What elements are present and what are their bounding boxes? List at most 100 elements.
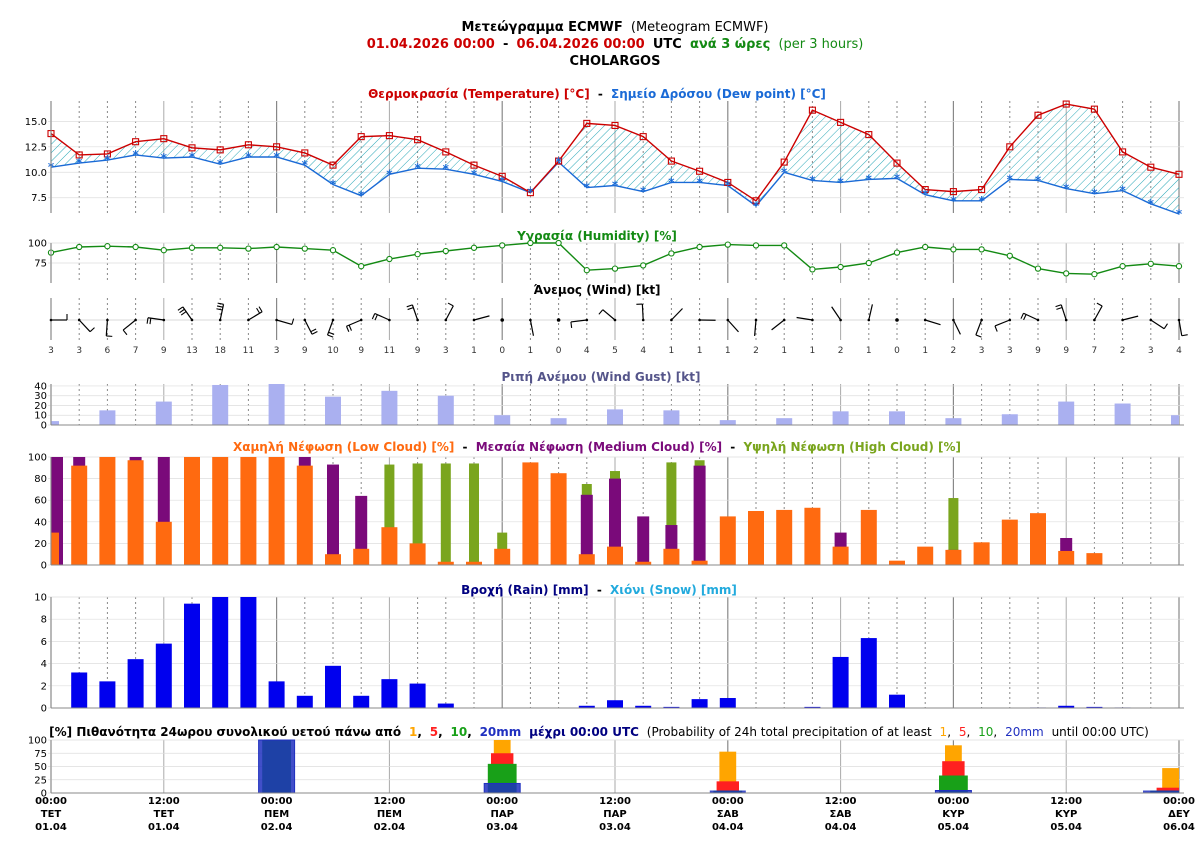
wind-barb-feather bbox=[1055, 304, 1062, 308]
date-from: 01.04.2026 00:00 bbox=[367, 37, 495, 52]
gust-bar bbox=[381, 390, 398, 425]
low-cloud-bar bbox=[691, 560, 708, 565]
rain-tick-label: 2 bbox=[41, 681, 47, 692]
wind-speed-label: 4 bbox=[1176, 346, 1182, 356]
dewpoint-series-line bbox=[50, 154, 1180, 215]
low-cloud-bar bbox=[1030, 513, 1046, 565]
rain-tick-label: 6 bbox=[41, 637, 47, 648]
time-label: 00:00 bbox=[35, 796, 67, 807]
prob-p1-bar bbox=[1162, 768, 1179, 793]
rain-bar bbox=[663, 706, 680, 708]
day-label: ΤΕΤ bbox=[154, 809, 175, 820]
humidity-point bbox=[442, 247, 449, 255]
wind-speed-label: 2 bbox=[753, 346, 759, 356]
temperature-point bbox=[385, 132, 393, 140]
wind-barb-origin bbox=[1121, 318, 1124, 322]
step-greek: ανά 3 ώρες bbox=[690, 37, 770, 52]
low-cloud-bar bbox=[268, 457, 285, 565]
temperature-point bbox=[244, 141, 252, 149]
wind-barb-feather bbox=[146, 317, 149, 324]
date-label: 02.04 bbox=[261, 822, 293, 833]
temperature-point bbox=[357, 133, 365, 141]
date-label: 01.04 bbox=[35, 822, 67, 833]
wind-barb bbox=[147, 317, 164, 321]
gust-bar bbox=[1058, 401, 1075, 425]
gust-bar bbox=[51, 421, 59, 425]
low-cloud-bar bbox=[51, 532, 59, 565]
dewpoint-point: * bbox=[696, 175, 703, 189]
cloud-tick-label: 40 bbox=[34, 517, 47, 528]
wind-barb-feather bbox=[311, 331, 318, 335]
prob-p20-bar bbox=[258, 739, 296, 794]
rain-bar bbox=[296, 695, 313, 708]
wind-speed-label: 1 bbox=[922, 346, 928, 356]
temperature-point bbox=[470, 161, 478, 169]
wind-speed-label: 3 bbox=[76, 346, 82, 356]
humidity-point bbox=[245, 245, 252, 252]
wind-barb-origin bbox=[134, 318, 137, 322]
wind-barb bbox=[831, 306, 842, 321]
dewpoint-point: * bbox=[471, 167, 478, 181]
dewpoint-point: * bbox=[161, 151, 168, 165]
temperature-point bbox=[724, 178, 732, 187]
gust-bar bbox=[832, 411, 849, 425]
wind-barb bbox=[78, 319, 91, 333]
wind-barb-feather bbox=[256, 307, 261, 314]
day-label: ΠΕΜ bbox=[264, 809, 289, 820]
wind-title: Άνεμος (Wind) [kt] bbox=[533, 283, 660, 297]
temp-dew-spread-area bbox=[51, 104, 1179, 215]
gust-tick-label: 20 bbox=[34, 401, 47, 412]
humidity-tick-label: 100 bbox=[28, 239, 47, 250]
low-cloud-bar bbox=[127, 460, 144, 565]
wind-barb-origin bbox=[1036, 318, 1040, 322]
wind-barb bbox=[122, 319, 136, 331]
humidity-point bbox=[273, 243, 280, 251]
wind-barb-feather bbox=[216, 308, 223, 311]
wind-barb-origin bbox=[867, 318, 871, 322]
humidity-point bbox=[1147, 260, 1154, 267]
dewpoint-point: * bbox=[555, 155, 562, 169]
gust-bar bbox=[325, 396, 341, 425]
humidity-point bbox=[1091, 271, 1098, 278]
temperature-point bbox=[273, 143, 281, 151]
temperature-point bbox=[808, 106, 816, 114]
wind-speed-label: 3 bbox=[1148, 346, 1154, 356]
wind-barb bbox=[1178, 319, 1183, 336]
low-cloud-bar bbox=[1058, 550, 1075, 565]
rain-tick-label: 8 bbox=[41, 615, 47, 626]
cloud-sep-2: - bbox=[730, 440, 735, 454]
wind-barb bbox=[411, 304, 419, 321]
temperature-point bbox=[75, 151, 83, 159]
wind-speed-label: 0 bbox=[556, 346, 562, 356]
day-label: ΠΑΡ bbox=[490, 809, 513, 820]
low-cloud-bar bbox=[663, 548, 680, 565]
low-cloud-bar bbox=[353, 548, 370, 565]
rain-bar bbox=[804, 706, 821, 708]
low-cloud-bar bbox=[522, 462, 539, 565]
wind-barb-origin bbox=[472, 318, 476, 322]
humidity-point bbox=[922, 243, 929, 251]
wind-barb-feather bbox=[310, 328, 317, 333]
wind-barb-origin bbox=[980, 318, 983, 322]
temp-panel-title: Θερμοκρασία (Temperature) [°C] - Σημείο … bbox=[368, 87, 826, 101]
wind-barb-origin bbox=[49, 318, 53, 322]
gust-tick-label: 40 bbox=[34, 381, 47, 392]
medium-cloud-title: Μεσαία Νέφωση (Medium Cloud) [%] bbox=[476, 440, 722, 454]
temperature-point bbox=[978, 186, 986, 194]
temperature-point bbox=[1034, 111, 1042, 119]
prob-en-lead: (Probability of 24h total precipitation … bbox=[647, 725, 932, 739]
wind-calm-dot bbox=[895, 318, 899, 322]
wind-speed-label: 4 bbox=[584, 346, 590, 356]
wind-barb-origin bbox=[162, 318, 166, 322]
humidity-point bbox=[1006, 252, 1013, 259]
wind-barb-feather bbox=[994, 325, 998, 332]
temperature-point bbox=[526, 189, 534, 197]
wind-barb-feather bbox=[1163, 323, 1168, 330]
low-cloud-bar bbox=[1001, 519, 1018, 565]
rain-bar bbox=[691, 699, 708, 708]
wind-barb bbox=[473, 315, 490, 321]
dewpoint-point: * bbox=[386, 167, 393, 181]
wind-barb bbox=[925, 319, 941, 326]
low-cloud-bar bbox=[804, 507, 821, 565]
wind-speed-label: 9 bbox=[1035, 346, 1041, 356]
